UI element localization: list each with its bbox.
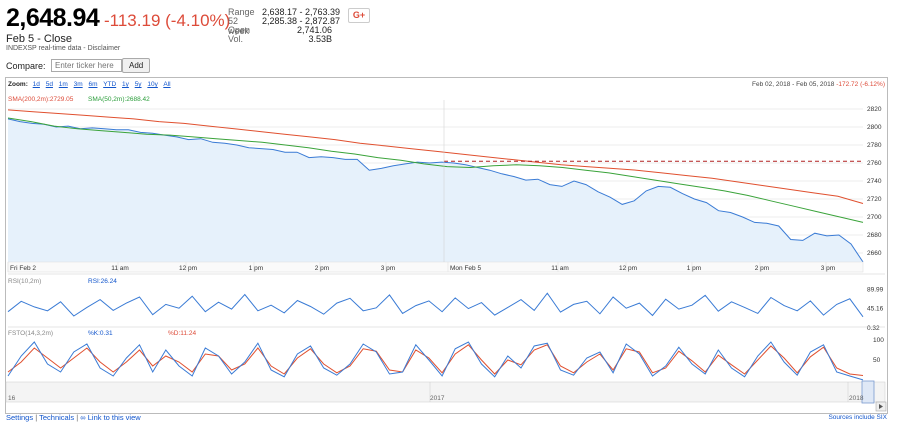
zoom-option-all[interactable]: All [163,81,171,88]
x-tick-label: 2 pm [755,265,769,272]
fsto-y-tick-label: 100 [873,337,884,344]
sma200-line [7,109,864,204]
date-range: Feb 02, 2018 - Feb 05, 2018 -172.72 (-6.… [752,81,885,88]
fsto-k-line [7,341,864,381]
rsi-line [7,292,864,318]
x-axis-bar [7,261,864,273]
price-area [8,118,863,263]
x-tick-label: 3 pm [381,265,395,272]
date-range-text: Feb 02, 2018 - Feb 05, 2018 [752,81,835,88]
sma50-line [7,117,864,223]
x-tick-label: 2 pm [315,265,329,272]
price-change: -113.19 (-4.10%) [104,11,231,30]
timeline-label-2017: 2017 [430,395,445,402]
x-tick-label: 11 am [551,265,569,272]
google-plus-button[interactable]: G+ [348,8,370,23]
compare-label: Compare: [6,61,46,71]
fsto-d-label: %D:11.24 [168,330,197,337]
x-tick-label: 12 pm [179,265,197,272]
stat-52week-label: 52 week [228,16,250,36]
zoom-option-6m[interactable]: 6m [88,81,98,88]
index-price: 2,648.94 [6,4,100,32]
y-tick-label: 2660 [867,250,882,257]
x-tick-label: Fri Feb 2 [10,265,36,272]
zoom-option-3m[interactable]: 3m [73,81,83,88]
stat-52week-value: 2,285.38 - 2,872.87 [262,16,341,26]
rsi-name-label: RSI(10,2m) [8,278,42,285]
zoom-option-ytd[interactable]: YTD [103,81,117,88]
date-range-change: -172.72 (-6.12%) [836,81,885,88]
chevron-right-icon [879,404,883,409]
zoom-option-10y[interactable]: 10y [147,81,158,88]
x-tick-label: Mon Feb 5 [450,265,481,272]
fsto-d-line [7,344,864,376]
stat-open-label: Open [228,25,251,35]
stat-vol-label: Vol. [228,34,244,44]
zoom-option-1d[interactable]: 1d [32,81,40,88]
x-tick-label: 12 pm [619,265,637,272]
rsi-y-tick-label: 89.99 [867,286,884,293]
add-compare-button[interactable]: Add [122,58,151,73]
timeline-label-16: 16 [8,395,16,402]
timeline-label-2018: 2018 [849,395,864,402]
timeline-navigator [5,381,886,403]
stat-range-label: Range [228,7,255,17]
fsto-name-label: FSTO(14,3,2m) [8,330,54,337]
x-tick-label: 1 pm [249,265,263,272]
sma200-label: SMA(200,2m):2729.05 [8,96,74,103]
sources-note: Sources include SIX [828,414,887,421]
y-tick-label: 2820 [867,106,882,113]
x-tick-label: 1 pm [687,265,701,272]
zoom-option-5y[interactable]: 5y [134,81,142,88]
y-tick-label: 2720 [867,196,882,203]
y-tick-label: 2740 [867,178,882,185]
stat-vol-value: 3.53B [308,34,332,44]
zoom-label: Zoom: [8,81,28,88]
link-icon: ∞ [80,413,86,422]
y-tick-label: 2800 [867,124,882,131]
rsi-y-tick-label: 0.32 [867,325,880,332]
y-tick-label: 2700 [867,214,882,221]
rsi-y-tick-label: 45.16 [867,306,884,313]
source-disclaimer: INDEXSP real-time data - Disclaimer [6,45,121,52]
footer-separator: | [35,413,38,422]
y-tick-label: 2780 [867,142,882,149]
zoom-option-1m[interactable]: 1m [58,81,68,88]
fsto-y-tick-label: 50 [873,357,881,364]
x-tick-label: 3 pm [821,265,835,272]
y-tick-label: 2680 [867,232,882,239]
settings-link[interactable]: Settings [6,413,34,422]
y-tick-label: 2760 [867,160,882,167]
close-label: Feb 5 - Close [6,33,73,45]
link-to-view[interactable]: Link to this view [87,413,141,422]
footer-separator: | [76,413,79,422]
x-tick-label: 11 am [111,265,129,272]
timeline-range-handle [861,380,875,404]
fsto-k-label: %K:0.31 [88,330,113,337]
stat-open-value: 2,741.06 [296,25,332,35]
price-line [7,118,864,263]
stat-range-value: 2,638.17 - 2,763.39 [262,7,341,17]
rsi-value-label: RSI:26.24 [88,278,117,285]
zoom-bar: Zoom: 1d 5d 1m 3m 6m YTD 1y 5y 10y All [8,81,175,88]
footer-links: Settings | Technicals | ∞ Link to this v… [6,413,141,422]
zoom-option-1y[interactable]: 1y [122,81,129,88]
technicals-link[interactable]: Technicals [39,413,75,422]
sma50-label: SMA(50,2m):2688.42 [88,96,150,103]
zoom-option-5d[interactable]: 5d [45,81,53,88]
compare-ticker-input[interactable] [51,59,122,72]
